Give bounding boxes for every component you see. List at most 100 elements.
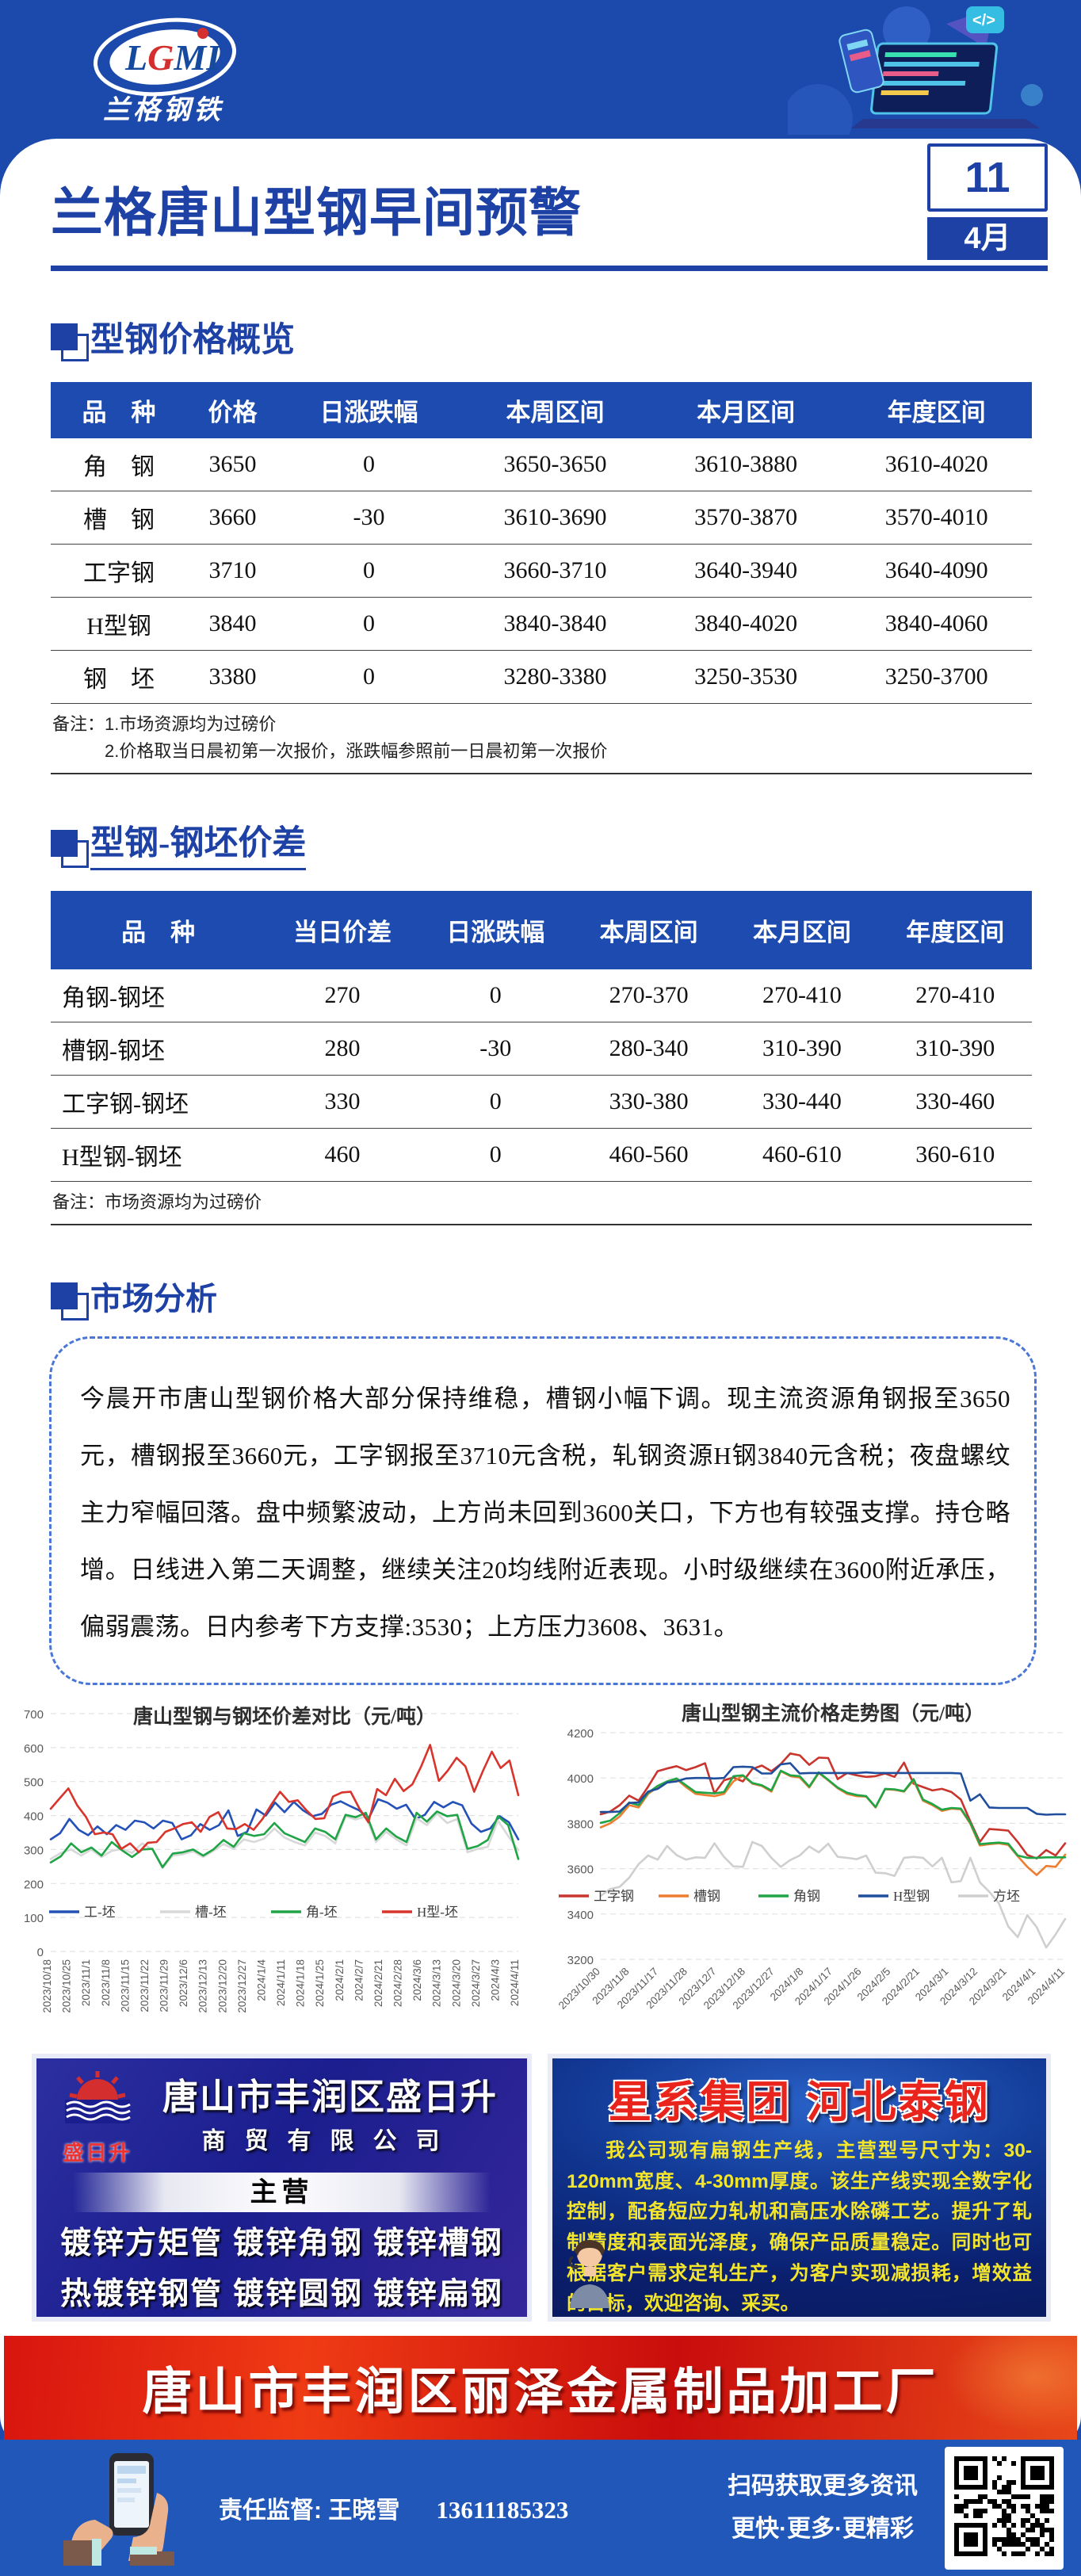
cell-value: 270-410 bbox=[725, 969, 879, 1023]
section-bullet-icon bbox=[51, 323, 89, 361]
svg-text:2023/11/29: 2023/11/29 bbox=[159, 1959, 170, 2012]
column-header: 本周区间 bbox=[460, 382, 651, 438]
cell-value: 330-380 bbox=[571, 1075, 726, 1129]
svg-text:2024/3/27: 2024/3/27 bbox=[470, 1959, 482, 2007]
footer: 责任监督: 王晓雪 13611185323 扫码获取更多资讯 更快·更多·更精彩 bbox=[0, 2440, 1081, 2576]
row-label: 槽 钢 bbox=[51, 491, 188, 545]
ad-products-line2: 热镀锌钢管 镀锌圆钢 镀锌扁钢 bbox=[60, 2276, 503, 2311]
cell-value: 330-440 bbox=[725, 1075, 879, 1129]
cell-value: 0 bbox=[418, 1075, 572, 1129]
overview-table-notes: 备注：1.市场资源均为过磅价 2.价格取当日晨初第一次报价，涨跌幅参照前一日晨初… bbox=[51, 704, 1032, 775]
ad-company-suffix: 商贸有限公司 bbox=[201, 2127, 459, 2154]
column-header: 本周区间 bbox=[571, 891, 726, 970]
svg-text:槽-坯: 槽-坯 bbox=[195, 1905, 227, 1920]
row-label: 钢 坯 bbox=[51, 650, 188, 704]
price-trend-chart: 3200 3400 3600 3800 4000 4200 2023/10/30 2023/1… bbox=[537, 1696, 1079, 2041]
cell-value: 3640-4090 bbox=[841, 544, 1032, 598]
svg-text:LGMI: LGMI bbox=[124, 37, 222, 78]
cell-value: 3280-3380 bbox=[460, 650, 651, 704]
svg-text:H型-坯: H型-坯 bbox=[417, 1905, 458, 1920]
section-title-spread: 型钢-钢坯价差 bbox=[51, 816, 1081, 871]
cell-value: 3840-4020 bbox=[650, 597, 842, 651]
column-header: 品 种 bbox=[51, 382, 188, 438]
cell-value: 360-610 bbox=[878, 1128, 1032, 1183]
svg-text:300: 300 bbox=[24, 1844, 44, 1857]
table-row: 角钢-钢坯 270 0 270-370 270-410 270-410 bbox=[51, 969, 1032, 1023]
svg-text:2023/10/18: 2023/10/18 bbox=[41, 1959, 53, 2013]
cell-value: -30 bbox=[277, 491, 460, 545]
cell-value: 3660-3710 bbox=[460, 544, 651, 598]
logo-subtext: 兰格钢铁 bbox=[103, 95, 223, 125]
cell-value: 280 bbox=[265, 1022, 419, 1076]
column-header: 本月区间 bbox=[725, 891, 879, 970]
analysis-box: 今晨开市唐山型钢价格大部分保持维稳，槽钢小幅下调。现主流资源角钢报至3650元，… bbox=[49, 1336, 1037, 1685]
column-header: 年度区间 bbox=[878, 891, 1032, 970]
table-row: 槽 钢 3660 -30 3610-3690 3570-3870 3570-4010 bbox=[51, 491, 1032, 545]
supervisor-line: 责任监督: 王晓雪 13611185323 bbox=[219, 2496, 569, 2524]
section-bullet-icon bbox=[51, 829, 89, 868]
cell-value: 280-340 bbox=[571, 1022, 726, 1076]
svg-text:2024/2/28: 2024/2/28 bbox=[392, 1959, 404, 2007]
row-label: H型钢-钢坯 bbox=[51, 1128, 266, 1183]
svg-text:0: 0 bbox=[37, 1946, 44, 1959]
ad-company-name: 唐山市丰润区盛日升 bbox=[162, 2076, 498, 2117]
main-business-label: 主营 bbox=[73, 2172, 491, 2212]
shengrisheng-logo-text: 盛日升 bbox=[63, 2140, 132, 2165]
cell-value: 3840-4060 bbox=[841, 597, 1032, 651]
cell-value: 310-390 bbox=[725, 1022, 879, 1076]
cell-value: 0 bbox=[277, 544, 460, 598]
ad-hotline: 热线：兰经理 17796983812 王经理17796983861 bbox=[52, 2319, 514, 2322]
column-header: 价格 bbox=[187, 382, 278, 438]
masthead: 兰格唐山型钢早间预警 11 4月 bbox=[0, 139, 1081, 260]
svg-text:2023/10/25: 2023/10/25 bbox=[61, 1959, 73, 2013]
svg-text:3400: 3400 bbox=[567, 1909, 594, 1922]
cell-value: 330-460 bbox=[878, 1075, 1032, 1129]
supervisor-phone: 13611185323 bbox=[436, 2496, 569, 2524]
cell-value: 3610-3880 bbox=[650, 438, 842, 491]
svg-text:2024/2/7: 2024/2/7 bbox=[353, 1959, 365, 2001]
svg-text:槽钢: 槽钢 bbox=[693, 1889, 720, 1904]
cell-value: 3660 bbox=[187, 491, 278, 545]
svg-text:2023/12/6: 2023/12/6 bbox=[178, 1959, 189, 2007]
page-title: 兰格唐山型钢早间预警 bbox=[51, 185, 582, 243]
svg-text:200: 200 bbox=[24, 1878, 44, 1891]
content-card: 兰格唐山型钢早间预警 11 4月 型钢价格概览 品 种价格 日涨跌幅 本周区间 本月区… bbox=[0, 139, 1081, 2538]
cell-value: 270-410 bbox=[878, 969, 1032, 1023]
svg-text:4200: 4200 bbox=[567, 1727, 594, 1741]
shengrisheng-logo: 盛日升 bbox=[49, 2068, 146, 2166]
column-header: 本月区间 bbox=[650, 382, 842, 438]
section-bullet-icon bbox=[51, 1282, 89, 1321]
svg-text:2024/1/18: 2024/1/18 bbox=[295, 1959, 307, 2007]
cell-value: 3710 bbox=[187, 544, 278, 598]
svg-text:2024/3/13: 2024/3/13 bbox=[431, 1959, 443, 2007]
svg-text:方坯: 方坯 bbox=[993, 1889, 1020, 1904]
svg-text:唐山型钢与钢坯价差对比（元/吨）: 唐山型钢与钢坯价差对比（元/吨） bbox=[133, 1705, 436, 1728]
cell-value: 0 bbox=[418, 969, 572, 1023]
code-icon: </> bbox=[972, 12, 995, 29]
table-row: H型钢 3840 0 3840-3840 3840-4020 3840-4060 bbox=[51, 597, 1032, 651]
cell-value: 3570-4010 bbox=[841, 491, 1032, 545]
column-header: 当日价差 bbox=[265, 891, 419, 970]
svg-text:2024/1/4: 2024/1/4 bbox=[255, 1959, 267, 2001]
column-header: 年度区间 bbox=[841, 382, 1032, 438]
date-month: 4月 bbox=[927, 217, 1048, 260]
cell-value: 0 bbox=[418, 1128, 572, 1183]
cell-value: 460 bbox=[265, 1128, 419, 1183]
ad-taigang[interactable]: 星系集团 河北泰钢 我公司现有扁钢生产线，主营型号尺寸为：30-120mm宽度、… bbox=[548, 2053, 1051, 2322]
svg-text:2023/11/15: 2023/11/15 bbox=[119, 1959, 131, 2012]
cell-value: 3380 bbox=[187, 650, 278, 704]
svg-text:工-坯: 工-坯 bbox=[84, 1905, 116, 1920]
svg-text:400: 400 bbox=[24, 1810, 44, 1823]
svg-text:工字钢: 工字钢 bbox=[594, 1889, 634, 1904]
analysis-text: 今晨开市唐山型钢价格大部分保持维稳，槽钢小幅下调。现主流资源角钢报至3650元，… bbox=[80, 1385, 1010, 1641]
svg-text:2024/3/20: 2024/3/20 bbox=[450, 1959, 462, 2007]
svg-text:100: 100 bbox=[24, 1912, 44, 1925]
cell-value: 3650 bbox=[187, 438, 278, 491]
ad-shengrisheng[interactable]: 盛日升 唐山市丰润区盛日升 商贸有限公司 主营 镀锌方矩管 镀锌角钢 镀锌槽钢 … bbox=[32, 2053, 532, 2322]
svg-text:600: 600 bbox=[24, 1742, 44, 1756]
charts-row: 0 100 200 300 400 500 600 700 2023/10/18 2023/10/… bbox=[5, 1696, 1081, 2041]
cell-value: 3610-4020 bbox=[841, 438, 1032, 491]
row-label: 角钢-钢坯 bbox=[51, 969, 266, 1023]
tech-illustration: </> bbox=[783, 0, 1049, 154]
cell-value: 3840 bbox=[187, 597, 278, 651]
